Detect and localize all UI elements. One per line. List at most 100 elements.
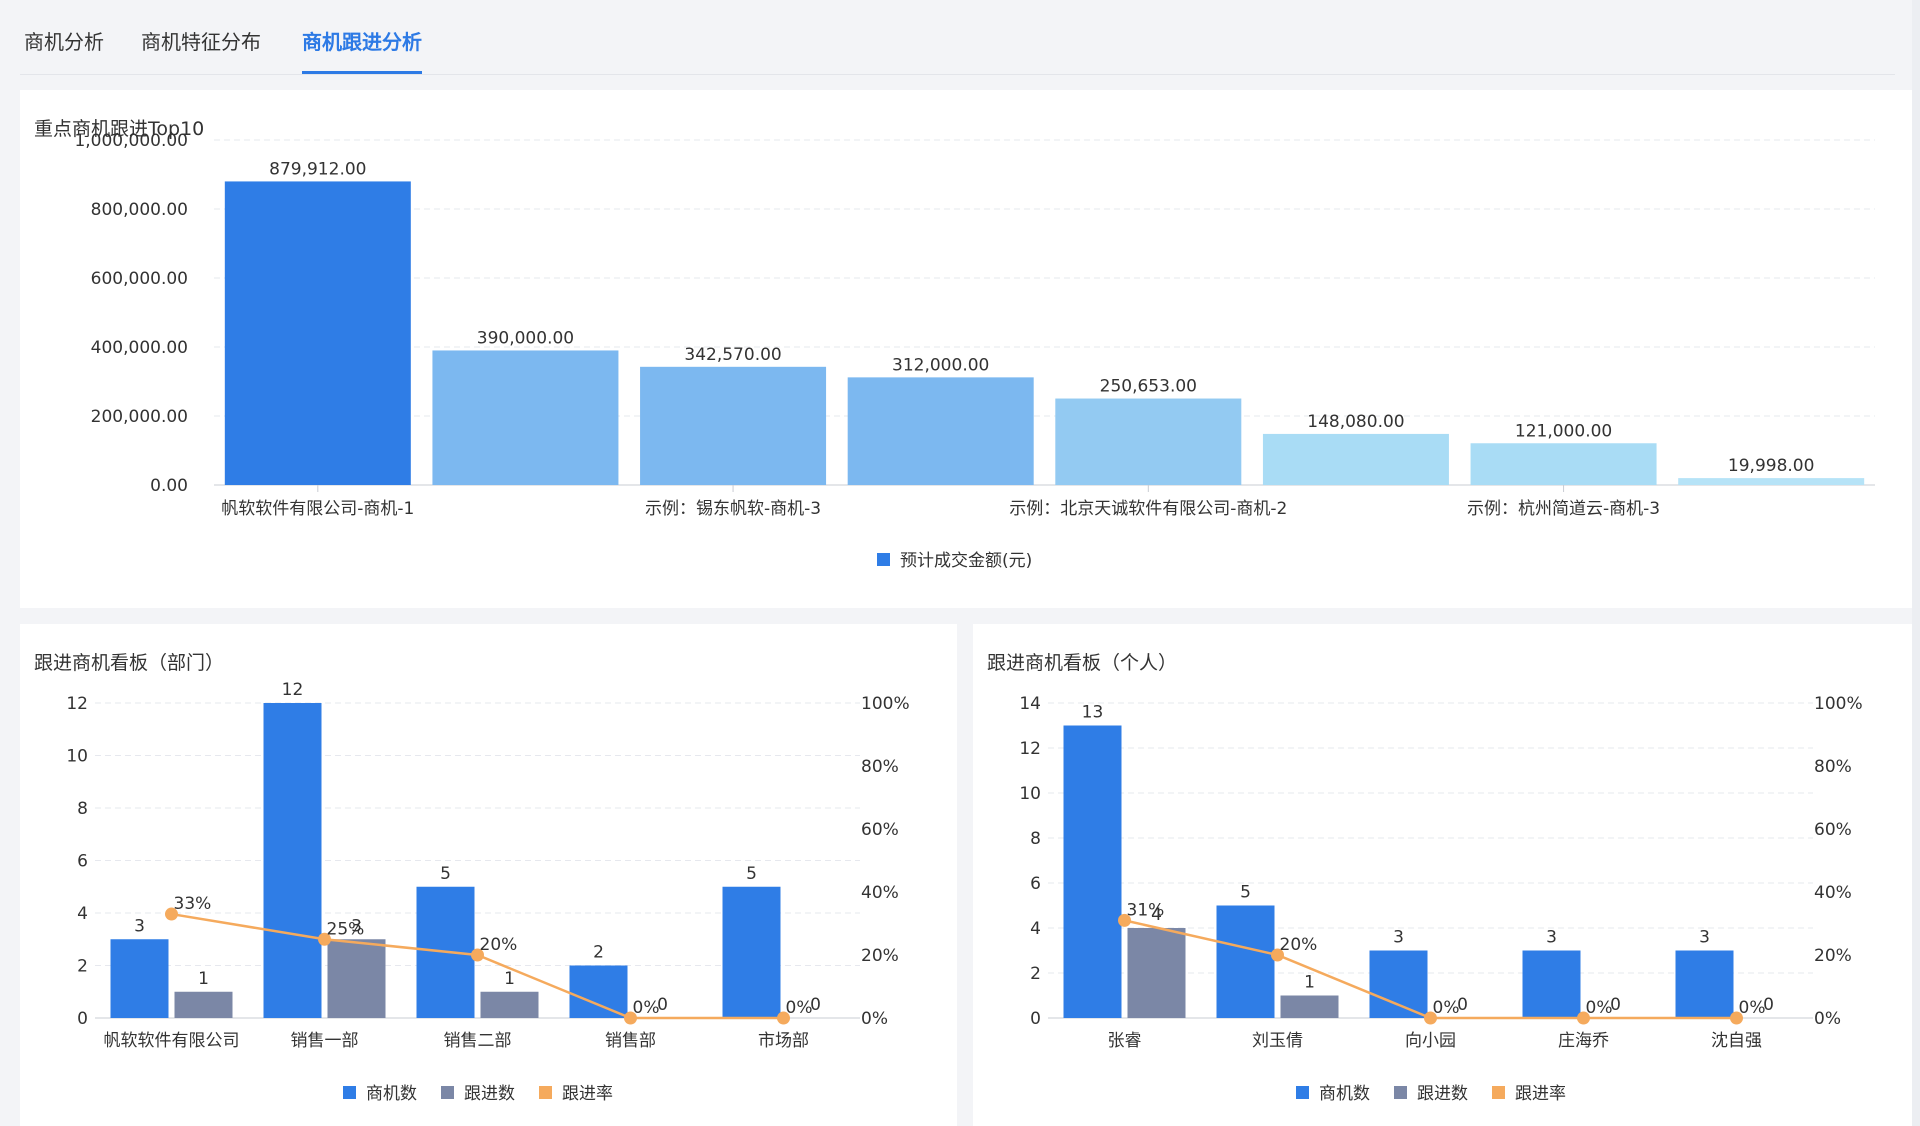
line-point bbox=[1730, 1011, 1743, 1025]
data-label: 0 bbox=[1763, 995, 1774, 1015]
line-point bbox=[318, 932, 331, 946]
bar-mark bbox=[1522, 950, 1581, 1018]
bar-mark bbox=[263, 703, 322, 1018]
tab-opportunity-analysis[interactable]: 商机分析 bbox=[24, 30, 104, 54]
x-tick-label: 沈自强 bbox=[1711, 1031, 1762, 1051]
rate-label: 0% bbox=[633, 998, 660, 1018]
data-label: 148,080.00 bbox=[1307, 412, 1404, 432]
data-label: 3 bbox=[1546, 928, 1557, 948]
bar-mark bbox=[722, 886, 781, 1018]
line-point bbox=[165, 907, 178, 921]
legend-swatch bbox=[1492, 1086, 1505, 1099]
line-point bbox=[471, 948, 484, 962]
data-label: 1 bbox=[504, 969, 515, 989]
x-tick-label: 销售部 bbox=[605, 1031, 656, 1051]
data-label: 3 bbox=[1699, 928, 1710, 948]
line-point bbox=[1424, 1011, 1437, 1025]
rate-label: 25% bbox=[327, 919, 365, 939]
data-label: 3 bbox=[351, 916, 362, 936]
line-point bbox=[1271, 948, 1284, 962]
data-label: 1 bbox=[1304, 973, 1315, 993]
data-label: 0 bbox=[1457, 995, 1468, 1015]
y-tick-label: 0 bbox=[77, 1009, 88, 1029]
data-label: 312,000.00 bbox=[892, 355, 989, 375]
legend-swatch bbox=[877, 553, 890, 566]
bar-mark bbox=[327, 939, 386, 1018]
y-tick-label: 10 bbox=[1019, 784, 1041, 804]
line-point bbox=[777, 1011, 790, 1025]
line-point bbox=[1118, 913, 1131, 927]
data-label: 3 bbox=[1393, 928, 1404, 948]
y2-tick-label: 40% bbox=[861, 883, 899, 903]
top10-panel: 重点商机跟进Top10 0.00 200,000.00 400,000.00 600,… bbox=[20, 90, 1912, 608]
person-panel: 跟进商机看板（个人） 0 2 4 6 8 10 12 14 0% 20% 40% 60% 80% 100%… bbox=[973, 624, 1912, 1126]
y2-tick-label: 40% bbox=[1814, 883, 1852, 903]
y-tick-label: 400,000.00 bbox=[91, 338, 188, 358]
line-point bbox=[624, 1011, 637, 1025]
y-tick-label: 4 bbox=[77, 904, 88, 924]
y2-tick-label: 0% bbox=[861, 1009, 888, 1029]
x-tick-label: 向小园 bbox=[1405, 1031, 1456, 1051]
x-tick-label: 帆软软件有限公司-商机-1 bbox=[221, 499, 414, 519]
y-tick-label: 12 bbox=[1019, 739, 1041, 759]
bar-mark bbox=[1063, 725, 1122, 1018]
y2-tick-label: 60% bbox=[1814, 820, 1852, 840]
bar-mark bbox=[1675, 950, 1734, 1018]
y-tick-label: 6 bbox=[1030, 874, 1041, 894]
y-tick-label: 6 bbox=[77, 852, 88, 872]
tab-followup-analysis[interactable]: 商机跟进分析 bbox=[302, 26, 422, 74]
tab-bar: 商机分析 商机特征分布 商机跟进分析 bbox=[20, 0, 1895, 75]
bar-mark bbox=[847, 377, 1034, 485]
tab-feature-distribution[interactable]: 商机特征分布 bbox=[141, 30, 261, 54]
y-tick-label: 2 bbox=[77, 957, 88, 977]
bar-mark bbox=[1280, 995, 1339, 1018]
rate-label: 31% bbox=[1127, 900, 1165, 920]
bar-mark bbox=[224, 181, 411, 485]
y-tick-label: 8 bbox=[1030, 829, 1041, 849]
y2-tick-label: 80% bbox=[1814, 757, 1852, 777]
legend-swatch bbox=[1296, 1086, 1309, 1099]
x-tick-label: 示例：北京天诚软件有限公司-商机-2 bbox=[1009, 499, 1287, 519]
top10-bar-chart: 0.00 200,000.00 400,000.00 600,000.00 800,00… bbox=[74, 131, 1875, 571]
data-label: 0 bbox=[810, 995, 821, 1015]
x-tick-label: 示例：杭州简道云-商机-3 bbox=[1467, 499, 1660, 519]
person-combo-chart: 0 2 4 6 8 10 12 14 0% 20% 40% 60% 80% 100% 13 4 张睿 5 1 刘玉倩 3… bbox=[1019, 694, 1863, 1104]
x-tick-label: 刘玉倩 bbox=[1252, 1031, 1303, 1051]
rate-label: 20% bbox=[480, 935, 518, 955]
bar-mark bbox=[110, 939, 169, 1018]
y-tick-label: 0 bbox=[1030, 1009, 1041, 1029]
y2-tick-label: 20% bbox=[861, 946, 899, 966]
rate-label: 20% bbox=[1280, 935, 1318, 955]
data-label: 121,000.00 bbox=[1515, 421, 1612, 441]
x-tick-label: 示例：锡东帆软-商机-3 bbox=[645, 499, 821, 519]
y-tick-label: 12 bbox=[66, 694, 88, 714]
data-label: 13 bbox=[1082, 703, 1104, 723]
y-tick-label: 0.00 bbox=[150, 476, 188, 496]
scrollbar-track[interactable] bbox=[1912, 0, 1920, 1126]
legend-swatch bbox=[539, 1086, 552, 1099]
data-label: 1 bbox=[198, 969, 209, 989]
dept-panel: 跟进商机看板（部门） 0 2 4 6 8 10 12 0% 20% 40% 60% 80% 100% 3 1… bbox=[20, 624, 957, 1126]
bar-mark bbox=[1262, 433, 1449, 485]
x-tick-label: 市场部 bbox=[758, 1031, 809, 1051]
x-tick-label: 张睿 bbox=[1108, 1031, 1142, 1051]
data-label: 0 bbox=[1610, 995, 1621, 1015]
legend-label: 跟进率 bbox=[562, 1084, 613, 1104]
dept-combo-chart: 0246810120%20%40%60%80%100%31帆软软件有限公司123… bbox=[66, 680, 909, 1104]
x-tick-label: 销售一部 bbox=[291, 1031, 359, 1051]
data-label: 2 bbox=[593, 943, 604, 963]
y2-tick-label: 80% bbox=[861, 757, 899, 777]
y-tick-label: 14 bbox=[1019, 694, 1041, 714]
y2-tick-label: 100% bbox=[1814, 694, 1863, 714]
person-title: 跟进商机看板（个人） bbox=[987, 652, 1178, 674]
legend-label: 商机数 bbox=[366, 1084, 417, 1104]
x-tick-label: 销售二部 bbox=[444, 1031, 512, 1051]
bar-mark bbox=[1127, 928, 1186, 1018]
data-label: 342,570.00 bbox=[684, 345, 781, 365]
data-label: 12 bbox=[282, 680, 304, 700]
data-label: 5 bbox=[1240, 883, 1251, 903]
bar-mark bbox=[174, 991, 233, 1018]
bar-mark bbox=[1216, 905, 1275, 1018]
y-tick-label: 8 bbox=[77, 799, 88, 819]
rate-label: 0% bbox=[1586, 998, 1613, 1018]
